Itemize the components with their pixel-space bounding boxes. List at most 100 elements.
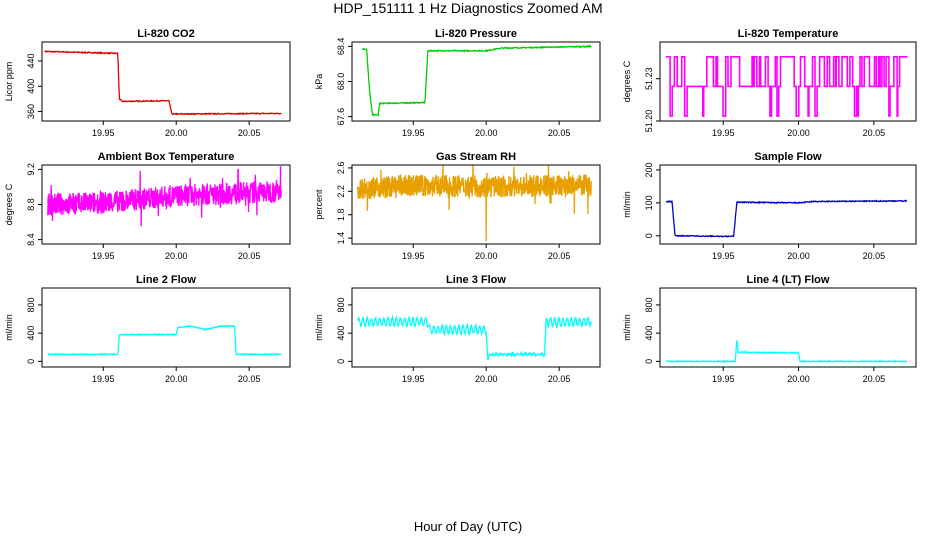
panel-8-xtick-label-2: 20.05 [548, 374, 571, 384]
panel-4-xtick-label-2: 20.05 [238, 251, 261, 261]
panel-6-frame [659, 164, 917, 245]
figure-title: HDP_151111 1 Hz Diagnostics Zoomed AM [333, 0, 602, 16]
panel-6-title: Sample Flow [754, 151, 822, 163]
panel-6-xtick-label-2: 20.05 [863, 251, 886, 261]
panel-2-xtick-label-0: 19.95 [402, 128, 425, 138]
panel-6-ytick-label-0: 0 [644, 233, 654, 238]
panel-6-xtick-label-1: 20.00 [787, 251, 810, 261]
panel-1-xtick-label-1: 20.00 [165, 128, 188, 138]
panel-8-ylabel: ml/min [314, 314, 324, 341]
panel-8-ytick-label-0: 0 [336, 359, 346, 364]
panel-7-ytick-label-0: 0 [26, 359, 36, 364]
panel-6-series-0 [665, 199, 908, 238]
panel-4-xtick-label-1: 20.00 [165, 251, 188, 261]
panel-1: Li-820 CO2 Licor ppm 19.95 20.00 20.05 360 400… [4, 28, 291, 138]
panel-1-ytick-label-1: 400 [26, 79, 36, 94]
panel-5-xtick-label-0: 19.95 [402, 251, 425, 261]
panel-1-frame [41, 41, 291, 122]
panel-7-xtick-label-1: 20.00 [165, 374, 188, 384]
panel-9: Line 4 (LT) Flow ml/min 19.95 20.00 20.05 0 40… [622, 274, 917, 384]
panel-6-xtick-label-0: 19.95 [712, 251, 735, 261]
panel-4-ytick-label-0: 8.4 [26, 233, 36, 246]
panel-4-series-0 [47, 165, 282, 227]
panel-6-ytick-label-2: 200 [644, 162, 654, 177]
panel-2-ytick-label-0: 67.6 [336, 108, 346, 126]
panel-7-xtick-label-0: 19.95 [92, 374, 115, 384]
panel-1-series-0 [44, 49, 282, 116]
panel-5-ytick-label-1: 1.8 [336, 208, 346, 221]
panel-6: Sample Flow ml/min 19.95 20.00 20.05 0 100 200 [622, 151, 917, 261]
panel-5-ylabel: percent [314, 189, 324, 220]
panel-8-xtick-label-1: 20.00 [475, 374, 498, 384]
panel-4-xtick-label-0: 19.95 [92, 251, 115, 261]
panel-2-frame [351, 41, 601, 122]
panel-9-xtick-label-1: 20.00 [787, 374, 810, 384]
panel-1-ytick-label-0: 360 [26, 104, 36, 119]
panel-1-xtick-label-2: 20.05 [238, 128, 261, 138]
panel-1-title: Li-820 CO2 [137, 28, 194, 40]
panel-8-ytick-label-1: 400 [336, 326, 346, 341]
panel-8-xtick-label-0: 19.95 [402, 374, 425, 384]
panel-3-ytick-label-0: 51.20 [644, 110, 654, 133]
panel-7-ytick-label-1: 400 [26, 326, 36, 341]
panel-7-series-0 [47, 324, 282, 357]
panel-grid: Li-820 CO2 Licor ppm 19.95 20.00 20.05 360 400… [4, 28, 917, 384]
panel-4-frame [41, 164, 291, 245]
figure-xlabel: Hour of Day (UTC) [414, 519, 522, 534]
panel-1-xtick-label-0: 19.95 [92, 128, 115, 138]
panel-5-title: Gas Stream RH [436, 151, 516, 163]
panel-9-ytick-label-0: 0 [644, 359, 654, 364]
panel-3-ylabel: degrees C [622, 60, 632, 102]
panel-8-series-0 [357, 314, 592, 361]
panel-2-xtick-label-2: 20.05 [548, 128, 571, 138]
panel-5: Gas Stream RH percent 19.95 20.00 20.05 1.4 1.… [314, 151, 601, 261]
panel-9-series-0 [665, 340, 908, 364]
panel-3-xtick-label-0: 19.95 [712, 128, 735, 138]
panel-6-ylabel: ml/min [622, 191, 632, 218]
panel-4: Ambient Box Temperature degrees C 19.95 20.… [4, 151, 291, 261]
panel-5-frame [351, 164, 601, 245]
panel-8: Line 3 Flow ml/min 19.95 20.00 20.05 0 400 800 [314, 274, 601, 384]
panel-1-ylabel: Licor ppm [4, 62, 14, 102]
panel-3-series-0 [666, 56, 908, 117]
panel-3-ytick-label-1: 51.23 [644, 67, 654, 90]
panel-7-xtick-label-2: 20.05 [238, 374, 261, 384]
panel-6-ytick-label-1: 100 [644, 195, 654, 210]
panel-5-ytick-label-2: 2.2 [336, 185, 346, 198]
panel-2-xtick-label-1: 20.00 [475, 128, 498, 138]
panel-4-ytick-label-2: 9.2 [26, 163, 36, 176]
panel-2-ylabel: kPa [314, 74, 324, 90]
panel-9-ytick-label-1: 400 [644, 326, 654, 341]
panel-2-series-0 [361, 44, 592, 117]
panel-9-ytick-label-2: 800 [644, 297, 654, 312]
panel-5-xtick-label-1: 20.00 [475, 251, 498, 261]
panel-9-frame [659, 287, 917, 368]
panel-9-title: Line 4 (LT) Flow [747, 274, 830, 286]
panel-9-xtick-label-2: 20.05 [863, 374, 886, 384]
panel-9-xtick-label-0: 19.95 [712, 374, 735, 384]
panel-3-title: Li-820 Temperature [738, 28, 839, 40]
panel-9-ylabel: ml/min [622, 314, 632, 341]
panel-3-xtick-label-1: 20.00 [787, 128, 810, 138]
panel-5-series-0 [357, 165, 592, 242]
panel-5-xtick-label-2: 20.05 [548, 251, 571, 261]
panel-8-frame [351, 287, 601, 368]
panel-3: Li-820 Temperature degrees C 19.95 20.00 20.… [622, 28, 917, 138]
panel-7-ylabel: ml/min [4, 314, 14, 341]
panel-2-ytick-label-2: 68.4 [336, 38, 346, 56]
panel-5-ytick-label-3: 2.6 [336, 162, 346, 175]
panel-2: Li-820 Pressure kPa 19.95 20.00 20.05 67.6 68.… [314, 28, 601, 138]
panel-8-title: Line 3 Flow [446, 274, 506, 286]
panel-5-ytick-label-0: 1.4 [336, 232, 346, 245]
panel-7-title: Line 2 Flow [136, 274, 196, 286]
panel-4-title: Ambient Box Temperature [98, 151, 235, 163]
panel-3-frame [659, 41, 917, 122]
panel-4-ylabel: degrees C [4, 183, 14, 225]
panel-8-ytick-label-2: 800 [336, 297, 346, 312]
panel-2-title: Li-820 Pressure [435, 28, 517, 40]
panel-7-ytick-label-2: 800 [26, 297, 36, 312]
panel-7-frame [41, 287, 291, 368]
panel-4-ytick-label-1: 8.8 [26, 198, 36, 211]
